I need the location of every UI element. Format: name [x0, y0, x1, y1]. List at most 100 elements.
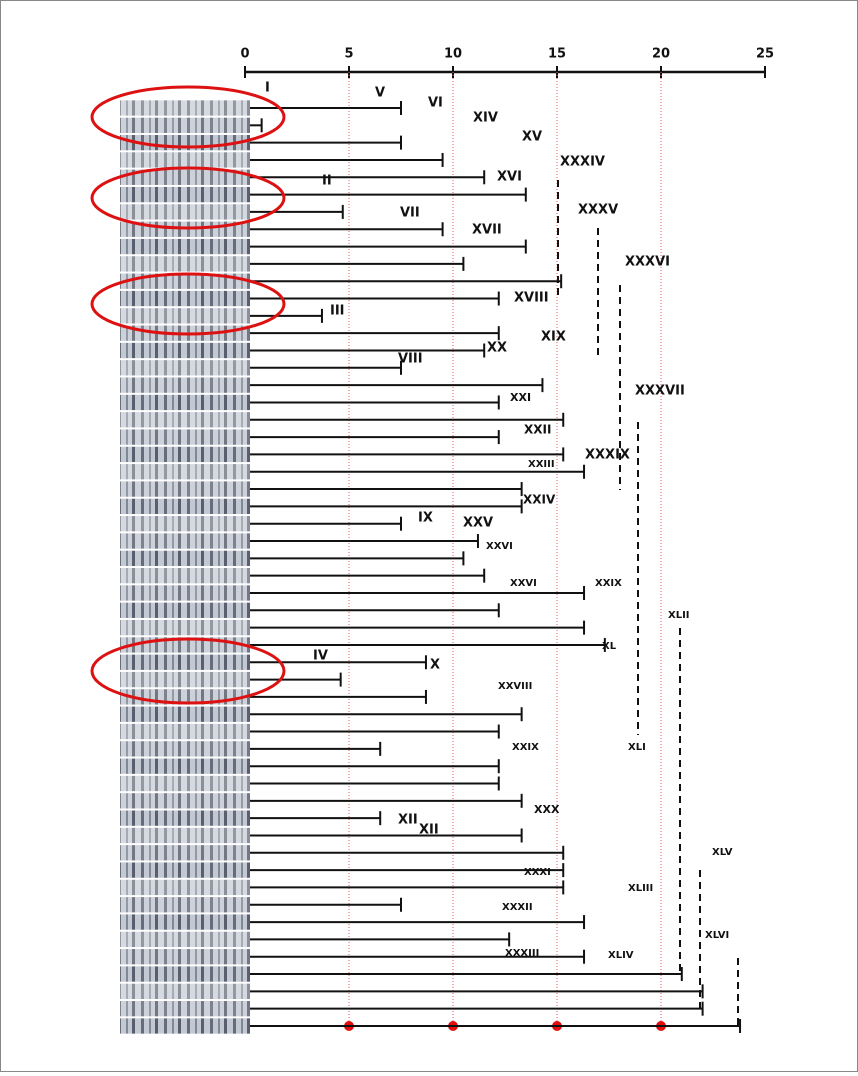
gel-lane	[120, 291, 250, 306]
cluster-label: IV	[313, 649, 328, 664]
gel-lane	[120, 897, 250, 912]
cluster-label: XL	[602, 641, 617, 652]
tick-label: 10	[444, 47, 462, 62]
tick-label: 0	[240, 47, 249, 62]
tick-label: 25	[756, 47, 774, 62]
gel-lane	[120, 880, 250, 895]
gel-lane	[120, 568, 250, 583]
cluster-label: XXIX	[512, 742, 539, 753]
gel-lane	[120, 672, 250, 687]
gel-lane	[120, 429, 250, 444]
cluster-label: VII	[400, 206, 420, 221]
cluster-label: XII	[398, 813, 418, 828]
gel-lane	[120, 533, 250, 548]
gel-lane	[120, 914, 250, 929]
cluster-label: XLIII	[628, 883, 653, 894]
gel-lane	[120, 862, 250, 877]
gel-image	[120, 100, 250, 1033]
gel-lane	[120, 759, 250, 774]
cluster-label: XXXIX	[585, 448, 630, 463]
cluster-label: XVI	[497, 170, 522, 185]
cluster-label: II	[322, 174, 332, 189]
gel-lane	[120, 793, 250, 808]
gel-lane	[120, 828, 250, 843]
cluster-label: XXXIV	[560, 155, 605, 170]
cluster-label: XXVI	[486, 541, 513, 552]
gel-lane	[120, 447, 250, 462]
gel-lane	[120, 412, 250, 427]
gel-lane	[120, 776, 250, 791]
cluster-label: XXV	[463, 516, 493, 531]
gel-lane	[120, 256, 250, 271]
gel-lane	[120, 360, 250, 375]
page: 0510152025 IVVIXIVXVXXXIVXVIIIVIIXXXVXVI…	[0, 0, 858, 1076]
cluster-label: I	[265, 81, 270, 96]
cluster-label: XLVI	[705, 930, 729, 941]
dendrogram: 0510152025 IVVIXIVXVXXXIVXVIIIVIIXXXVXVI…	[0, 0, 858, 1072]
gel-lane	[120, 845, 250, 860]
gel-lane	[120, 585, 250, 600]
gel-lane	[120, 100, 250, 115]
cluster-label: IX	[418, 511, 433, 526]
cluster-label: XXXI	[524, 867, 551, 878]
gel-lane	[120, 377, 250, 392]
cluster-label: XLI	[628, 742, 646, 753]
gel-lane	[120, 152, 250, 167]
gel-lane	[120, 395, 250, 410]
gel-lane	[120, 707, 250, 722]
cluster-label: V	[375, 86, 385, 101]
cluster-label: XLIV	[608, 950, 634, 961]
tick-label: 15	[548, 47, 566, 62]
gel-lane	[120, 499, 250, 514]
cluster-label: XXX	[534, 803, 560, 816]
gel-lane	[120, 966, 250, 981]
gel-lane	[120, 741, 250, 756]
gel-lane	[120, 308, 250, 323]
cluster-label: III	[330, 304, 345, 319]
gel-lane	[120, 603, 250, 618]
cluster-label: XLV	[712, 847, 733, 858]
cluster-label: XXII	[524, 423, 551, 437]
cluster-label: XIV	[473, 111, 498, 126]
cluster-label: XII	[419, 823, 439, 838]
gel-lane	[120, 551, 250, 566]
connectors	[558, 180, 738, 1028]
cluster-label: XXXV	[578, 203, 618, 218]
cluster-label: XIX	[541, 330, 566, 345]
gel-lane	[120, 1018, 250, 1033]
cluster-label: XXIV	[523, 493, 556, 507]
cluster-label: XVII	[472, 223, 502, 238]
gel-lane	[120, 620, 250, 635]
gel-lane	[120, 464, 250, 479]
cluster-label: VI	[428, 96, 443, 111]
cluster-label: XXVIII	[498, 681, 532, 692]
cluster-label: XXXIII	[505, 948, 539, 959]
tick-label: 5	[344, 47, 353, 62]
cluster-label: XXXVII	[635, 384, 685, 399]
cluster-label: VIII	[398, 352, 423, 367]
tick-label: 20	[652, 47, 670, 62]
branches	[250, 101, 740, 1033]
cluster-label: XXI	[510, 391, 531, 404]
cluster-label: XX	[487, 341, 507, 356]
gel-lane	[120, 932, 250, 947]
cluster-label: XXXII	[502, 902, 533, 913]
gel-lane	[120, 984, 250, 999]
gel-lane	[120, 187, 250, 202]
gel-lane	[120, 655, 250, 670]
gel-lane	[120, 724, 250, 739]
gel-lane	[120, 949, 250, 964]
cluster-label: XVIII	[514, 291, 549, 306]
gel-lane	[120, 516, 250, 531]
cluster-label: XV	[522, 130, 542, 145]
cluster-label: XXIII	[528, 459, 555, 470]
gel-lane	[120, 343, 250, 358]
cluster-label: XXXVI	[625, 255, 670, 270]
gel-lane	[120, 481, 250, 496]
gel-lane	[120, 810, 250, 825]
gel-lane	[120, 1001, 250, 1016]
gel-lane	[120, 118, 250, 133]
cluster-label: XXVI	[510, 578, 537, 589]
gel-lane	[120, 239, 250, 254]
cluster-label: XXIX	[595, 578, 622, 589]
